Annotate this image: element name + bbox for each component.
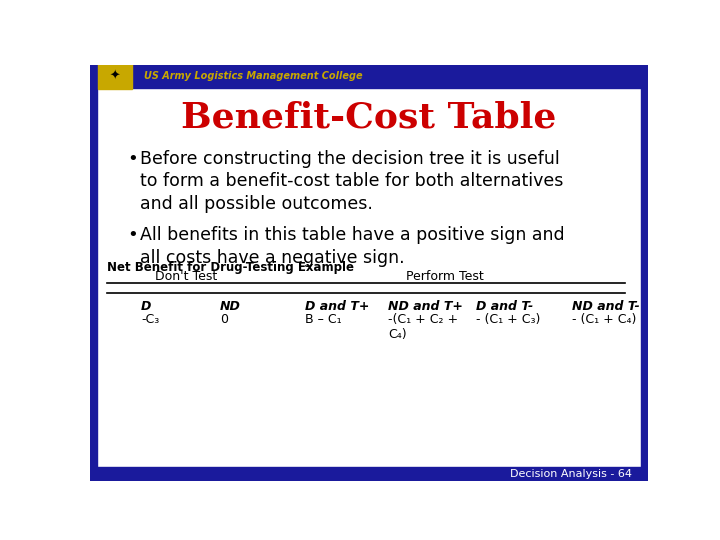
- Text: - (C₁ + C₄): - (C₁ + C₄): [572, 313, 636, 326]
- Text: Decision Analysis - 64: Decision Analysis - 64: [510, 469, 632, 478]
- Text: Benefit-Cost Table: Benefit-Cost Table: [181, 100, 557, 134]
- Text: ND: ND: [220, 300, 240, 313]
- Text: -C₃: -C₃: [141, 313, 159, 326]
- Text: All benefits in this table have a positive sign and
all costs have a negative si: All benefits in this table have a positi…: [140, 226, 565, 267]
- Text: Don't Test: Don't Test: [155, 271, 217, 284]
- Text: D and T+: D and T+: [305, 300, 369, 313]
- Bar: [90, 65, 97, 481]
- Bar: [90, 467, 648, 481]
- Text: •: •: [127, 226, 138, 245]
- Bar: [90, 65, 648, 79]
- Text: Net Benefit for Drug-Testing Example: Net Benefit for Drug-Testing Example: [107, 261, 354, 274]
- Text: ND and T-: ND and T-: [572, 300, 640, 313]
- Bar: [135, 76, 140, 81]
- Bar: [98, 63, 132, 90]
- Text: 0: 0: [220, 313, 228, 326]
- Text: Before constructing the decision tree it is useful
to form a benefit-cost table : Before constructing the decision tree it…: [140, 150, 564, 213]
- Bar: [97, 65, 641, 88]
- Text: ND and T+: ND and T+: [388, 300, 463, 313]
- Text: US Army Logistics Management College: US Army Logistics Management College: [144, 71, 363, 82]
- Text: B – C₁: B – C₁: [305, 313, 342, 326]
- Text: D: D: [141, 300, 151, 313]
- Text: Perform Test: Perform Test: [405, 271, 483, 284]
- Text: D and T-: D and T-: [476, 300, 533, 313]
- Text: -(C₁ + C₂ +
C₄): -(C₁ + C₂ + C₄): [388, 313, 459, 341]
- Text: ✦: ✦: [109, 70, 120, 83]
- Bar: [641, 65, 648, 481]
- Text: - (C₁ + C₃): - (C₁ + C₃): [476, 313, 540, 326]
- Text: •: •: [127, 150, 138, 167]
